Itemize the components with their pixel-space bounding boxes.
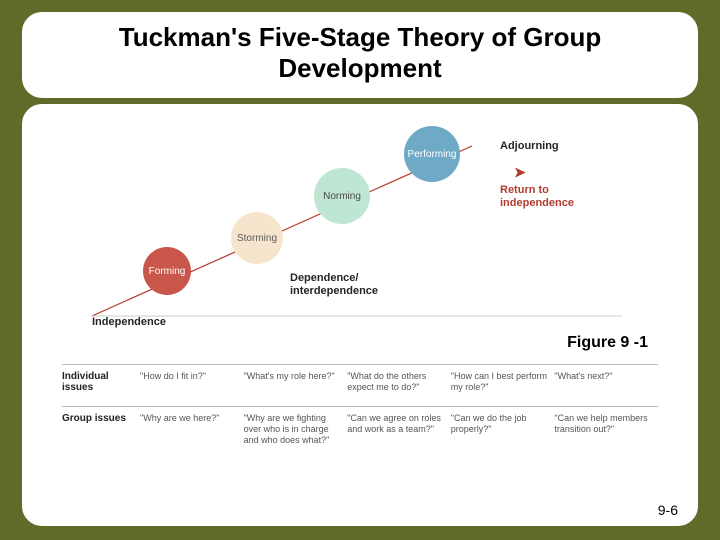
label-return: Return to independence: [500, 184, 600, 209]
table-rule: [62, 406, 658, 407]
table-row: Group issues "Why are we here?" "Why are…: [62, 413, 658, 447]
table-row: Individual issues "How do I fit in?" "Wh…: [62, 371, 658, 394]
title-container: Tuckman's Five-Stage Theory of Group Dev…: [20, 10, 700, 100]
stage-performing: Performing: [404, 126, 460, 182]
table-cell: "Can we agree on roles and work as a tea…: [347, 413, 451, 436]
table-cell: "What do the others expect me to do?": [347, 371, 451, 394]
table-cell: "Can we help members transition out?": [554, 413, 658, 436]
row-head-group: Group issues: [62, 413, 140, 424]
row-head-individual: Individual issues: [62, 371, 140, 393]
page-number: 9-6: [658, 502, 678, 518]
table-cell: "How can I best perform my role?": [451, 371, 555, 394]
table-cell: "Why are we here?": [140, 413, 244, 424]
label-independence: Independence: [92, 316, 166, 329]
tuckman-diagram: Forming Storming Norming Performing Adjo…: [62, 116, 658, 326]
table-rule: [62, 364, 658, 365]
label-dependence: Dependence/ interdependence: [290, 272, 440, 297]
stage-storming: Storming: [231, 212, 283, 264]
slide-title: Tuckman's Five-Stage Theory of Group Dev…: [42, 22, 678, 84]
stage-label: Storming: [237, 233, 277, 244]
slide: Tuckman's Five-Stage Theory of Group Dev…: [0, 0, 720, 540]
table-cell: "Why are we fighting over who is in char…: [244, 413, 348, 447]
stage-label: Forming: [149, 266, 186, 277]
stage-label: Norming: [323, 191, 361, 202]
stage-label: Performing: [408, 149, 457, 160]
table-cell: "How do I fit in?": [140, 371, 244, 382]
stage-norming: Norming: [314, 168, 370, 224]
body-container: Forming Storming Norming Performing Adjo…: [20, 102, 700, 528]
label-adjourning: Adjourning: [500, 140, 559, 153]
figure-label: Figure 9 -1: [567, 334, 648, 352]
table-cell: "Can we do the job properly?": [451, 413, 555, 436]
table-cell: "What's next?": [554, 371, 658, 382]
table-cell: "What's my role here?": [244, 371, 348, 382]
stage-forming: Forming: [143, 247, 191, 295]
issues-table: Individual issues "How do I fit in?" "Wh…: [62, 364, 658, 458]
return-arrow-icon: ➤: [514, 164, 526, 181]
